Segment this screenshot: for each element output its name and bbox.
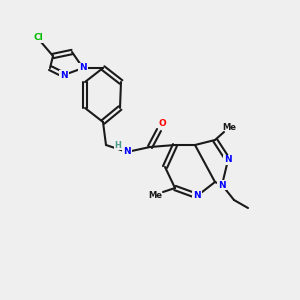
Text: N: N <box>60 70 68 80</box>
Text: H: H <box>115 140 122 149</box>
Text: N: N <box>123 148 131 157</box>
Text: N: N <box>193 191 201 200</box>
Text: N: N <box>218 181 226 190</box>
Text: N: N <box>79 64 87 73</box>
Text: N: N <box>224 155 232 164</box>
Text: Me: Me <box>222 124 236 133</box>
Text: Cl: Cl <box>33 34 43 43</box>
Text: Me: Me <box>148 190 162 200</box>
Text: O: O <box>158 118 166 127</box>
